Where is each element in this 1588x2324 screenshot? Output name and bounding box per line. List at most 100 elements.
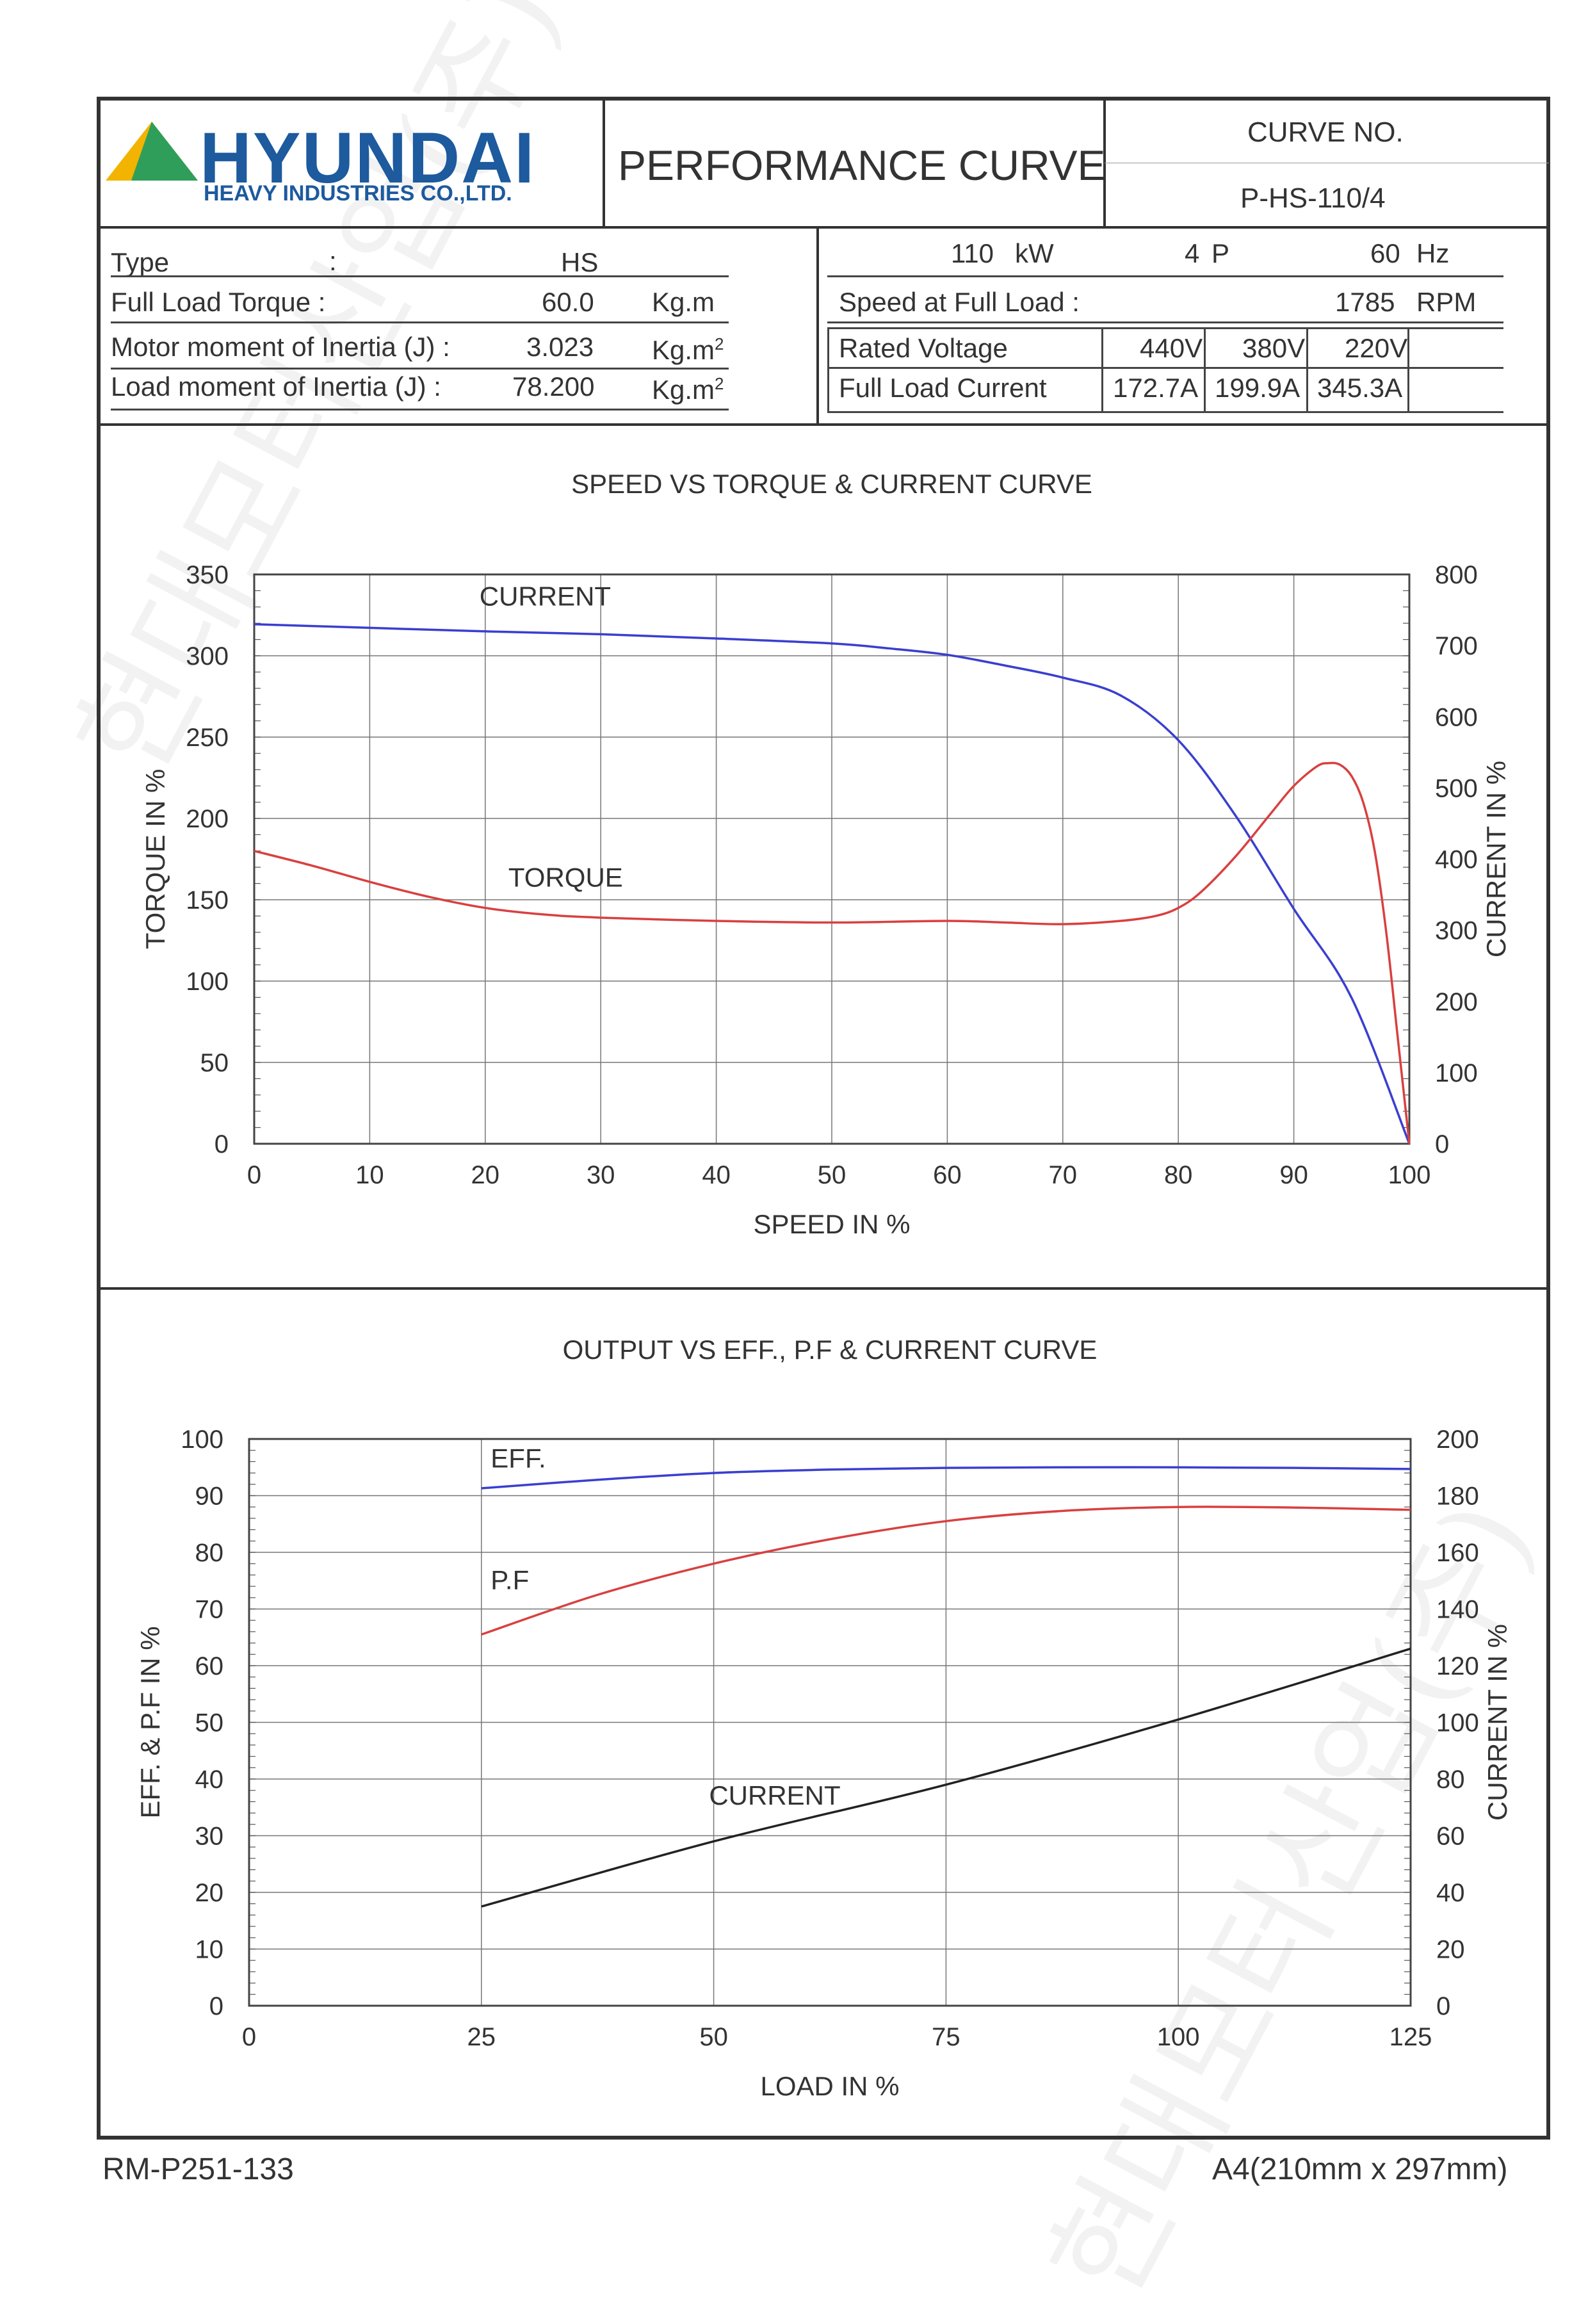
y-right-tick-label: 80 bbox=[1436, 1766, 1465, 1794]
curve-label: EFF. bbox=[490, 1443, 546, 1473]
y-tick-label: 80 bbox=[195, 1539, 224, 1567]
y-right-tick-label: 0 bbox=[1435, 1130, 1449, 1158]
y-right-tick-label: 20 bbox=[1436, 1936, 1465, 1964]
x-tick-label: 90 bbox=[1279, 1161, 1308, 1189]
y-right-tick-label: 140 bbox=[1436, 1596, 1479, 1624]
y-right-tick-label: 500 bbox=[1435, 774, 1478, 802]
y-right-tick-label: 100 bbox=[1435, 1059, 1478, 1087]
y-tick-label: 0 bbox=[215, 1130, 229, 1158]
power-unit: kW bbox=[1015, 238, 1054, 268]
voltage-label: Rated Voltage bbox=[839, 333, 1008, 363]
power-value: 110 bbox=[951, 238, 994, 268]
doc-code: RM-P251-133 bbox=[102, 2152, 294, 2186]
y-right-tick-label: 160 bbox=[1436, 1539, 1479, 1567]
curve-no-label: CURVE NO. bbox=[1247, 117, 1404, 148]
curve-label: TORQUE bbox=[508, 863, 623, 893]
section-rule bbox=[97, 1287, 1550, 1290]
spec-table-line bbox=[827, 327, 829, 413]
type-value: HS bbox=[561, 247, 599, 277]
inertia-unit: Kg.m2 bbox=[652, 374, 724, 405]
inertia-unit: Kg.m2 bbox=[652, 334, 724, 365]
spec-divider bbox=[816, 227, 819, 425]
y-right-tick-label: 400 bbox=[1435, 846, 1478, 874]
y-tick-label: 30 bbox=[195, 1823, 224, 1851]
x-tick-label: 30 bbox=[587, 1161, 615, 1189]
hyundai-logo-icon bbox=[106, 122, 198, 181]
x-axis-label: SPEED IN % bbox=[753, 1209, 910, 1239]
spec-table-line bbox=[1306, 327, 1308, 413]
y-right-tick-label: 180 bbox=[1436, 1483, 1479, 1511]
company-subtitle: HEAVY INDUSTRIES CO.,LTD. bbox=[204, 181, 512, 206]
y-tick-label: 50 bbox=[200, 1049, 229, 1077]
x-tick-label: 50 bbox=[818, 1161, 847, 1189]
spec-rule bbox=[827, 321, 1503, 323]
y-tick-label: 100 bbox=[186, 968, 229, 996]
torque-label: Full Load Torque : bbox=[111, 287, 326, 317]
speed-value: 1785 bbox=[1335, 287, 1395, 317]
y-tick-label: 50 bbox=[195, 1709, 224, 1737]
y-tick-label: 150 bbox=[186, 886, 229, 914]
freq-unit: Hz bbox=[1416, 238, 1450, 268]
y-right-tick-label: 120 bbox=[1436, 1652, 1479, 1680]
x-axis-label: LOAD IN % bbox=[760, 2071, 899, 2101]
y-right-tick-label: 200 bbox=[1435, 988, 1478, 1016]
chart-title: SPEED VS TORQUE & CURRENT CURVE bbox=[571, 469, 1092, 499]
y-tick-label: 200 bbox=[186, 805, 229, 833]
voltage-440: 440V bbox=[1140, 333, 1203, 363]
freq-value: 60 bbox=[1370, 238, 1400, 268]
speed-label: Speed at Full Load : bbox=[839, 287, 1080, 317]
spec-rule bbox=[111, 275, 729, 277]
type-label: Type bbox=[111, 247, 170, 277]
y-right-tick-label: 60 bbox=[1436, 1823, 1465, 1851]
y-right-axis-label: CURRENT IN % bbox=[1481, 761, 1511, 957]
x-tick-label: 0 bbox=[242, 2023, 256, 2051]
header-divider bbox=[1103, 97, 1106, 228]
spec-rule bbox=[827, 327, 1503, 329]
motor-inertia-value: 3.023 bbox=[526, 332, 594, 362]
spec-table-line bbox=[1407, 327, 1409, 413]
poles-unit: P bbox=[1211, 238, 1230, 268]
x-tick-label: 25 bbox=[467, 2023, 496, 2051]
x-tick-label: 0 bbox=[247, 1161, 261, 1189]
x-tick-label: 100 bbox=[1157, 2023, 1200, 2051]
voltage-380: 380V bbox=[1242, 333, 1306, 363]
x-tick-label: 70 bbox=[1049, 1161, 1078, 1189]
spec-rule bbox=[827, 275, 1503, 277]
paper-size: A4(210mm x 297mm) bbox=[1212, 2152, 1508, 2186]
chart-title: OUTPUT VS EFF., P.F & CURRENT CURVE bbox=[563, 1335, 1098, 1365]
y-right-tick-label: 40 bbox=[1436, 1879, 1465, 1907]
company-name: HYUNDAI bbox=[200, 118, 536, 198]
current-440: 172.7A bbox=[1113, 373, 1199, 403]
speed-torque-chart: SPEED VS TORQUE & CURRENT CURVE 0 10 20 30 40… bbox=[140, 469, 1511, 1239]
x-tick-label: 75 bbox=[932, 2023, 960, 2051]
series-line-current bbox=[254, 623, 1411, 1144]
spec-table-line bbox=[1101, 327, 1103, 413]
series-line-current bbox=[481, 1647, 1411, 1908]
y-tick-label: 90 bbox=[195, 1483, 224, 1511]
y-right-tick-label: 0 bbox=[1436, 1992, 1450, 2020]
spec-rule bbox=[827, 367, 1503, 369]
curve-label: CURRENT bbox=[480, 581, 611, 611]
y-tick-label: 100 bbox=[181, 1426, 223, 1454]
poles-value: 4 bbox=[1185, 238, 1200, 268]
y-tick-label: 300 bbox=[186, 642, 229, 670]
y-tick-label: 70 bbox=[195, 1596, 224, 1624]
y-right-tick-label: 600 bbox=[1435, 703, 1478, 731]
y-right-tick-label: 100 bbox=[1436, 1709, 1479, 1737]
x-tick-label: 100 bbox=[1388, 1161, 1431, 1189]
series-line-pf bbox=[481, 1506, 1411, 1636]
y-right-tick-label: 200 bbox=[1436, 1426, 1479, 1454]
y-tick-label: 350 bbox=[186, 561, 229, 589]
load-inertia-value: 78.200 bbox=[512, 371, 595, 402]
torque-value: 60.0 bbox=[542, 287, 594, 317]
spec-bottom-rule bbox=[97, 423, 1550, 426]
voltage-220: 220V bbox=[1345, 333, 1408, 363]
y-right-tick-label: 800 bbox=[1435, 561, 1478, 589]
plot-frame bbox=[253, 573, 1411, 1145]
spec-rule bbox=[111, 321, 729, 323]
type-colon: : bbox=[329, 246, 337, 276]
y-tick-label: 10 bbox=[195, 1936, 224, 1964]
x-tick-label: 60 bbox=[933, 1161, 962, 1189]
x-tick-label: 40 bbox=[702, 1161, 731, 1189]
torque-unit: Kg.m bbox=[652, 287, 715, 317]
